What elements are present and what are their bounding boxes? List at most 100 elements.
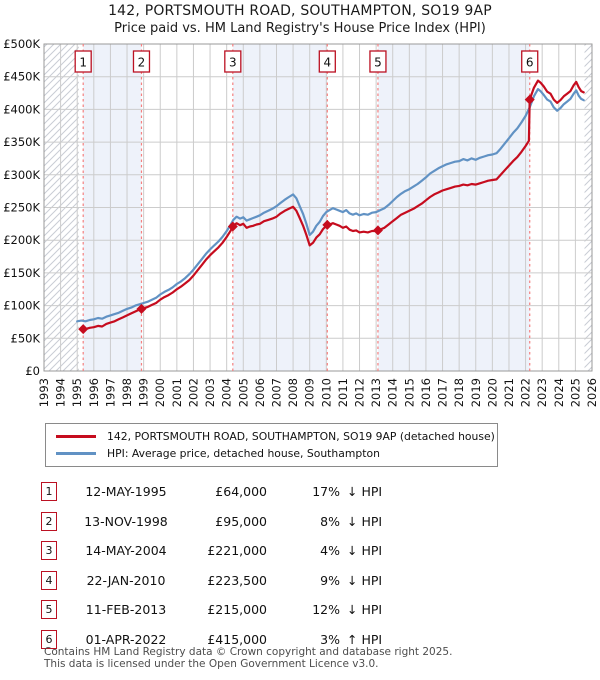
hpi-delta-direction: ↓ HPI <box>347 543 383 559</box>
sale-date: 14-MAY-2004 <box>85 543 167 559</box>
hpi-delta-direction: ↓ HPI <box>347 484 383 500</box>
sale-price: £215,000 <box>207 602 267 618</box>
x-tick-label: 2013 <box>369 378 383 407</box>
row-number: 2 <box>41 511 61 531</box>
x-tick-label: 2000 <box>153 378 167 407</box>
table-row: 2 13-NOV-1998 £95,000 8% ↓ HPI <box>41 507 561 537</box>
x-tick-label: 2012 <box>353 378 367 407</box>
row-number-box: 3 <box>41 541 57 561</box>
y-tick-label: £0 <box>25 364 40 378</box>
y-tick-label: £100K <box>3 299 40 313</box>
y-tick-label: £50K <box>11 331 41 345</box>
footer-line2: This data is licensed under the Open Gov… <box>44 657 379 670</box>
sale-marker-diamond <box>524 94 535 105</box>
sale-date: 01-APR-2022 <box>85 631 167 647</box>
sale-number-box <box>318 50 336 73</box>
sale-number-label: 3 <box>229 56 237 70</box>
sales-table: 1 12-MAY-1995 £64,000 17% ↓ HPI 2 13-NOV-1998 £… <box>41 477 561 654</box>
x-tick-label: 2009 <box>303 378 317 407</box>
sale-marker-diamond <box>322 219 333 230</box>
x-tick-label: 2001 <box>170 378 184 407</box>
row-number: 3 <box>41 541 61 561</box>
row-number: 1 <box>41 482 61 502</box>
y-tick-label: £500K <box>3 37 40 51</box>
hpi-delta-percent: 17% <box>312 484 340 500</box>
x-tick-label: 2005 <box>236 378 250 407</box>
footer-line1: Contains HM Land Registry data © Crown c… <box>44 646 453 658</box>
copyright-footer: Contains HM Land Registry data © Crown c… <box>44 646 584 670</box>
x-tick-label: 2015 <box>402 378 416 407</box>
legend-label: HPI: Average price, detached house, Sout… <box>107 447 380 460</box>
y-tick-label: £450K <box>3 70 40 84</box>
sale-price: £415,000 <box>207 631 267 647</box>
sale-price: £223,500 <box>207 572 267 588</box>
row-number-box: 2 <box>41 511 57 531</box>
x-tick-label: 2004 <box>220 378 234 407</box>
plot-border <box>43 43 593 372</box>
y-tick-label: £350K <box>3 135 40 149</box>
hpi-line-swatch <box>56 452 96 455</box>
row-number: 6 <box>41 629 61 649</box>
sale-number-label: 4 <box>323 56 331 70</box>
x-tick-label: 2025 <box>568 378 582 407</box>
page-title: 142, PORTSMOUTH ROAD, SOUTHAMPTON, SO19 … <box>108 3 492 19</box>
hpi-delta-percent: 8% <box>320 513 340 529</box>
sale-price: £95,000 <box>215 513 267 529</box>
x-tick-label: 2018 <box>452 378 466 407</box>
sale-date: 22-JAN-2010 <box>86 572 166 588</box>
legend-item-hpi: HPI: Average price, detached house, Sout… <box>56 445 497 462</box>
price-history-chart: 1 2 3 4 5 6 £0 £50K £100K £150K £200K £250K £300K £35… <box>3 37 599 407</box>
x-tick-label: 1996 <box>87 378 101 407</box>
table-row: 4 22-JAN-2010 £223,500 9% ↓ HPI <box>41 566 561 596</box>
sale-number-box <box>521 50 539 73</box>
sale-number-label: 2 <box>138 56 146 70</box>
row-number-box: 4 <box>41 570 57 590</box>
x-tick-label: 2008 <box>286 378 300 407</box>
x-tick-label: 2020 <box>485 378 499 407</box>
hpi-delta-direction: ↓ HPI <box>347 572 383 588</box>
x-tick-label: 2010 <box>319 378 333 407</box>
sale-number-box <box>132 50 151 73</box>
x-tick-label: 2019 <box>469 378 483 407</box>
hpi-delta-direction: ↑ HPI <box>347 631 383 647</box>
sale-marker-diamond <box>78 324 89 335</box>
page-subtitle: Price paid vs. HM Land Registry's House … <box>114 21 486 36</box>
sale-price: £64,000 <box>215 484 267 500</box>
sale-price: £221,000 <box>207 543 267 559</box>
price-paid-line-swatch <box>56 435 96 438</box>
table-row: 1 12-MAY-1995 £64,000 17% ↓ HPI <box>41 477 561 507</box>
row-number-box: 1 <box>41 482 57 502</box>
hpi-delta-percent: 12% <box>312 602 340 618</box>
x-tick-label: 2006 <box>253 378 267 407</box>
sale-date: 13-NOV-1998 <box>84 513 168 529</box>
x-tick-label: 2007 <box>269 378 283 407</box>
x-tick-label: 1997 <box>103 378 117 407</box>
sale-number-label: 6 <box>526 56 534 70</box>
price_paid-line <box>82 79 585 331</box>
x-tick-label: 1995 <box>70 378 84 407</box>
sale-number-label: 1 <box>79 56 87 70</box>
table-row: 5 11-FEB-2013 £215,000 12% ↓ HPI <box>41 595 561 625</box>
hpi-delta-percent: 3% <box>320 631 340 647</box>
sale-number-box <box>74 50 92 73</box>
x-tick-label: 2003 <box>203 378 217 407</box>
table-row: 3 14-MAY-2004 £221,000 4% ↓ HPI <box>41 536 561 566</box>
row-number: 4 <box>41 570 61 590</box>
hpi-delta-percent: 9% <box>320 572 340 588</box>
y-tick-label: £250K <box>3 201 40 215</box>
table-row: 6 01-APR-2022 £415,000 3% ↑ HPI <box>41 625 561 655</box>
x-tick-label: 2011 <box>336 378 350 407</box>
sale-number-box <box>369 50 387 73</box>
x-tick-label: 2022 <box>519 378 533 407</box>
y-tick-label: £150K <box>3 266 40 280</box>
sale-marker-diamond <box>372 225 383 236</box>
x-tick-label: 2014 <box>386 378 400 407</box>
sale-date: 12-MAY-1995 <box>85 484 167 500</box>
x-tick-label: 1999 <box>137 378 151 407</box>
x-tick-label: 1998 <box>120 378 134 407</box>
sale-number-label: 5 <box>374 56 382 70</box>
chart-legend: 142, PORTSMOUTH ROAD, SOUTHAMPTON, SO19 … <box>45 423 498 467</box>
x-tick-label: 2016 <box>419 378 433 407</box>
row-number-box: 6 <box>41 629 57 649</box>
